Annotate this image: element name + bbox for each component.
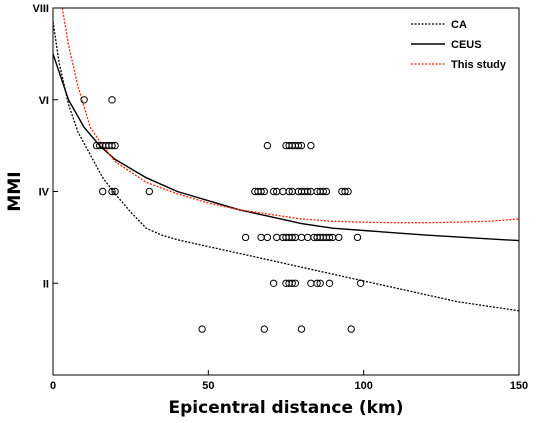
data-point <box>269 279 278 287</box>
y-axis-title: MMI <box>5 171 25 211</box>
data-point <box>356 279 365 287</box>
data-point <box>325 279 334 287</box>
data-point <box>307 141 315 150</box>
data-point <box>297 141 306 150</box>
data-point <box>353 233 362 242</box>
series-line-1 <box>53 21 519 312</box>
data-point <box>335 233 343 242</box>
data-point <box>319 187 327 196</box>
series-line-3 <box>61 8 519 224</box>
x-tick-label: 100 <box>354 380 372 392</box>
y-tick-label: VI <box>39 95 49 107</box>
y-axis-ticks: II IV VI VIII <box>32 3 58 290</box>
data-point <box>297 325 306 333</box>
y-tick-label: VIII <box>32 3 49 15</box>
data-point <box>263 141 272 150</box>
data-point <box>341 187 349 196</box>
data-point <box>291 279 299 287</box>
data-point <box>273 233 281 242</box>
data-point <box>257 233 265 242</box>
x-axis-ticks: 0 50 100 150 <box>50 370 528 392</box>
data-point <box>344 187 352 196</box>
data-point <box>99 187 107 196</box>
data-point <box>241 233 250 242</box>
data-point <box>269 187 278 196</box>
data-point <box>325 233 334 242</box>
legend-label-1: CA <box>451 19 467 31</box>
x-axis-title: Epicentral distance (km) <box>169 398 404 418</box>
data-point <box>111 187 119 196</box>
legend: CA CEUS This study <box>411 19 507 71</box>
data-point <box>257 187 265 196</box>
data-point <box>145 187 154 196</box>
series-line-2 <box>53 53 519 242</box>
data-point <box>80 96 88 104</box>
data-point <box>322 187 331 196</box>
x-tick-label: 50 <box>202 380 214 392</box>
data-point <box>198 325 206 333</box>
data-point <box>288 279 296 287</box>
legend-label-2: CEUS <box>451 39 482 51</box>
series-lines <box>53 8 519 312</box>
data-point <box>304 233 312 242</box>
scatter-points <box>80 96 365 333</box>
data-point <box>347 325 355 333</box>
data-point <box>285 187 293 196</box>
data-point <box>111 141 119 150</box>
data-point <box>294 141 303 150</box>
data-point <box>304 187 312 196</box>
x-tick-label: 0 <box>50 380 56 392</box>
data-point <box>288 233 296 242</box>
data-point <box>108 96 116 104</box>
data-point <box>279 187 287 196</box>
data-point <box>108 141 116 150</box>
x-tick-label: 150 <box>510 380 528 392</box>
data-point <box>307 279 315 287</box>
data-point <box>263 233 272 242</box>
y-tick-label: IV <box>39 187 50 199</box>
data-point <box>316 279 324 287</box>
data-point <box>108 187 116 196</box>
data-point <box>260 325 268 333</box>
data-point <box>313 279 321 287</box>
data-point <box>260 187 268 196</box>
data-point <box>297 233 306 242</box>
legend-label-3: This study <box>451 59 507 71</box>
y-tick-label: II <box>43 278 49 290</box>
